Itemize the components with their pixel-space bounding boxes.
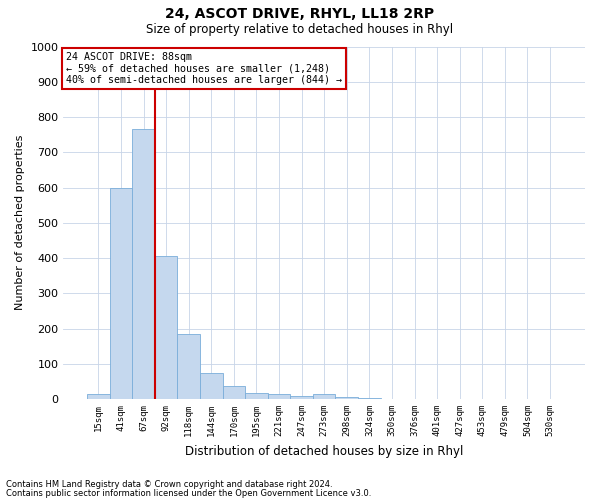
Bar <box>268 394 290 399</box>
Text: Contains public sector information licensed under the Open Government Licence v3: Contains public sector information licen… <box>6 489 371 498</box>
Bar <box>358 398 380 399</box>
Bar <box>223 386 245 399</box>
Bar <box>335 398 358 399</box>
Bar <box>245 393 268 399</box>
Bar <box>155 256 178 399</box>
Text: 24 ASCOT DRIVE: 88sqm
← 59% of detached houses are smaller (1,248)
40% of semi-d: 24 ASCOT DRIVE: 88sqm ← 59% of detached … <box>66 52 342 85</box>
Bar <box>290 396 313 399</box>
Text: Contains HM Land Registry data © Crown copyright and database right 2024.: Contains HM Land Registry data © Crown c… <box>6 480 332 489</box>
Text: Size of property relative to detached houses in Rhyl: Size of property relative to detached ho… <box>146 22 454 36</box>
Bar <box>200 372 223 399</box>
Bar <box>178 334 200 399</box>
Bar <box>132 130 155 399</box>
Bar <box>110 188 132 399</box>
Text: 24, ASCOT DRIVE, RHYL, LL18 2RP: 24, ASCOT DRIVE, RHYL, LL18 2RP <box>166 8 434 22</box>
Y-axis label: Number of detached properties: Number of detached properties <box>15 135 25 310</box>
Bar <box>313 394 335 399</box>
X-axis label: Distribution of detached houses by size in Rhyl: Distribution of detached houses by size … <box>185 444 463 458</box>
Bar <box>87 394 110 399</box>
